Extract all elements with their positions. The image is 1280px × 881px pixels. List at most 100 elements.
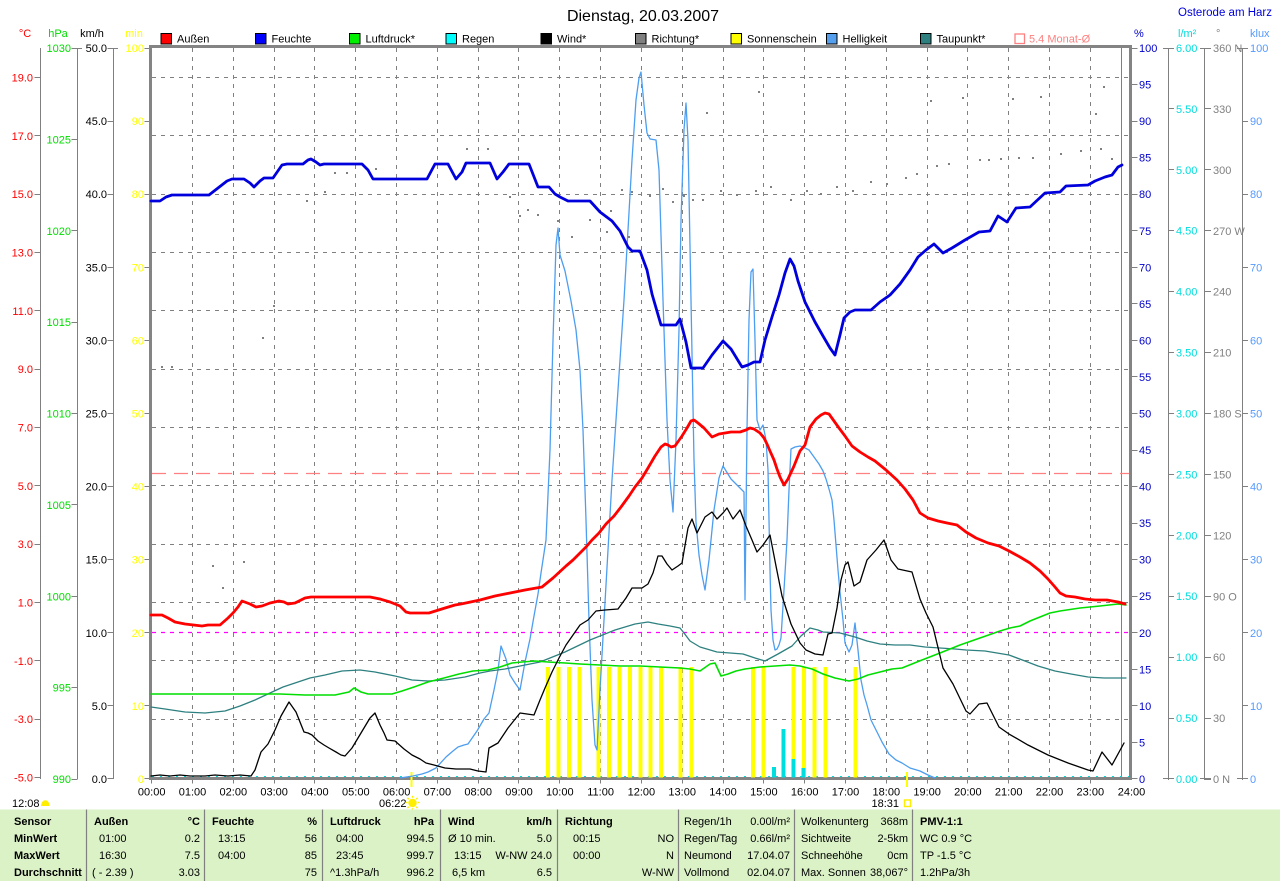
svg-text:23:00: 23:00 [1077, 787, 1105, 799]
svg-text:5.0: 5.0 [92, 701, 107, 713]
svg-text:Richtung: Richtung [565, 816, 613, 828]
svg-text:Wolkenunterg: Wolkenunterg [801, 816, 869, 828]
svg-text:85: 85 [305, 850, 317, 862]
svg-text:20:00: 20:00 [954, 787, 982, 799]
svg-text:^1.3hPa/h: ^1.3hPa/h [330, 867, 379, 879]
svg-text:55: 55 [1139, 372, 1151, 384]
svg-text:3.00: 3.00 [1176, 409, 1197, 421]
svg-text:994.5: 994.5 [406, 833, 434, 845]
svg-text:Feuchte: Feuchte [212, 816, 254, 828]
svg-text:995: 995 [53, 683, 71, 695]
svg-text:40: 40 [1250, 482, 1262, 494]
svg-text:18:31: 18:31 [871, 798, 899, 810]
svg-text:75: 75 [305, 867, 317, 879]
svg-text:-3.0: -3.0 [14, 714, 33, 726]
svg-text:01:00: 01:00 [99, 833, 127, 845]
svg-text:0cm: 0cm [887, 850, 908, 862]
svg-text:40: 40 [1139, 482, 1151, 494]
svg-text:50: 50 [1250, 409, 1262, 421]
svg-text:20: 20 [1250, 628, 1262, 640]
svg-text:Regen: Regen [462, 34, 494, 46]
svg-text:WC 0.9 °C: WC 0.9 °C [920, 833, 972, 845]
svg-text:60: 60 [1139, 335, 1151, 347]
svg-text:1020: 1020 [47, 226, 71, 238]
svg-text:04:00: 04:00 [301, 787, 329, 799]
svg-text:00:00: 00:00 [573, 850, 601, 862]
svg-text:Max. Sonnen: Max. Sonnen [801, 867, 866, 879]
svg-text:klux: klux [1250, 28, 1270, 40]
svg-text:30: 30 [1213, 713, 1225, 725]
svg-text:330: 330 [1213, 104, 1231, 116]
svg-text:0.50: 0.50 [1176, 713, 1197, 725]
svg-text:70: 70 [1139, 262, 1151, 274]
svg-text:24:00: 24:00 [1118, 787, 1146, 799]
svg-text:l/m²: l/m² [1178, 28, 1197, 40]
svg-text:NO: NO [658, 833, 675, 845]
svg-text:6.00: 6.00 [1176, 43, 1197, 55]
svg-text:10:00: 10:00 [546, 787, 574, 799]
svg-text:25.0: 25.0 [86, 409, 107, 421]
svg-text:10.0: 10.0 [86, 628, 107, 640]
svg-text:50.0: 50.0 [86, 43, 107, 55]
svg-text:0.66l/m²: 0.66l/m² [750, 833, 790, 845]
svg-text:90: 90 [132, 116, 144, 128]
svg-text:80: 80 [1250, 189, 1262, 201]
svg-text:5.50: 5.50 [1176, 104, 1197, 116]
svg-text:0: 0 [1250, 774, 1256, 786]
svg-text:368m: 368m [880, 816, 908, 828]
svg-text:1010: 1010 [47, 409, 71, 421]
svg-text:23:45: 23:45 [336, 850, 364, 862]
svg-text:00:00: 00:00 [138, 787, 166, 799]
svg-text:-1.0: -1.0 [14, 656, 33, 668]
svg-text:1.00: 1.00 [1176, 652, 1197, 664]
svg-text:17.0: 17.0 [12, 131, 33, 143]
svg-text:60: 60 [1250, 335, 1262, 347]
svg-text:15: 15 [1139, 664, 1151, 676]
svg-text:150: 150 [1213, 469, 1231, 481]
svg-text:10: 10 [1139, 701, 1151, 713]
svg-text:30: 30 [132, 555, 144, 567]
svg-text:hPa: hPa [48, 28, 68, 40]
svg-text:300: 300 [1213, 165, 1231, 177]
svg-text:180 S: 180 S [1213, 409, 1242, 421]
svg-text:16:30: 16:30 [99, 850, 127, 862]
svg-text:270 W: 270 W [1213, 226, 1245, 238]
svg-text:05:00: 05:00 [342, 787, 370, 799]
svg-text:PMV-1:1: PMV-1:1 [920, 816, 963, 828]
svg-text:7.5: 7.5 [185, 850, 200, 862]
svg-text:3.0: 3.0 [18, 539, 33, 551]
svg-text:40: 40 [132, 482, 144, 494]
svg-text:Luftdruck: Luftdruck [330, 816, 382, 828]
svg-text:20: 20 [1139, 628, 1151, 640]
svg-text:12:00: 12:00 [628, 787, 656, 799]
svg-text:210: 210 [1213, 348, 1231, 360]
svg-text:Feuchte: Feuchte [272, 34, 312, 46]
svg-text:Taupunkt*: Taupunkt* [937, 34, 987, 46]
svg-text:90: 90 [1250, 116, 1262, 128]
svg-text:07:00: 07:00 [424, 787, 452, 799]
svg-text:2-5km: 2-5km [877, 833, 908, 845]
svg-text:10: 10 [132, 701, 144, 713]
svg-text:80: 80 [132, 189, 144, 201]
svg-text:11:00: 11:00 [587, 787, 614, 799]
svg-text:20: 20 [132, 628, 144, 640]
svg-text:%: % [307, 816, 317, 828]
svg-text:38,067°: 38,067° [870, 867, 908, 879]
svg-text:Richtung*: Richtung* [652, 34, 700, 46]
svg-text:0.2: 0.2 [185, 833, 200, 845]
svg-text:W-NW: W-NW [642, 867, 675, 879]
svg-text:95: 95 [1139, 80, 1151, 92]
svg-text:70: 70 [1250, 262, 1262, 274]
svg-text:Wind: Wind [448, 816, 475, 828]
svg-text:21:00: 21:00 [995, 787, 1023, 799]
svg-text:0.0: 0.0 [92, 774, 107, 786]
svg-text:1.2hPa/3h: 1.2hPa/3h [920, 867, 970, 879]
svg-text:70: 70 [132, 262, 144, 274]
svg-text:3.50: 3.50 [1176, 348, 1197, 360]
svg-text:30.0: 30.0 [86, 335, 107, 347]
svg-text:40.0: 40.0 [86, 189, 107, 201]
svg-text:Dienstag, 20.03.2007: Dienstag, 20.03.2007 [567, 8, 719, 25]
svg-text:3.03: 3.03 [179, 867, 200, 879]
svg-text:50: 50 [132, 409, 144, 421]
svg-text:20.0: 20.0 [86, 482, 107, 494]
